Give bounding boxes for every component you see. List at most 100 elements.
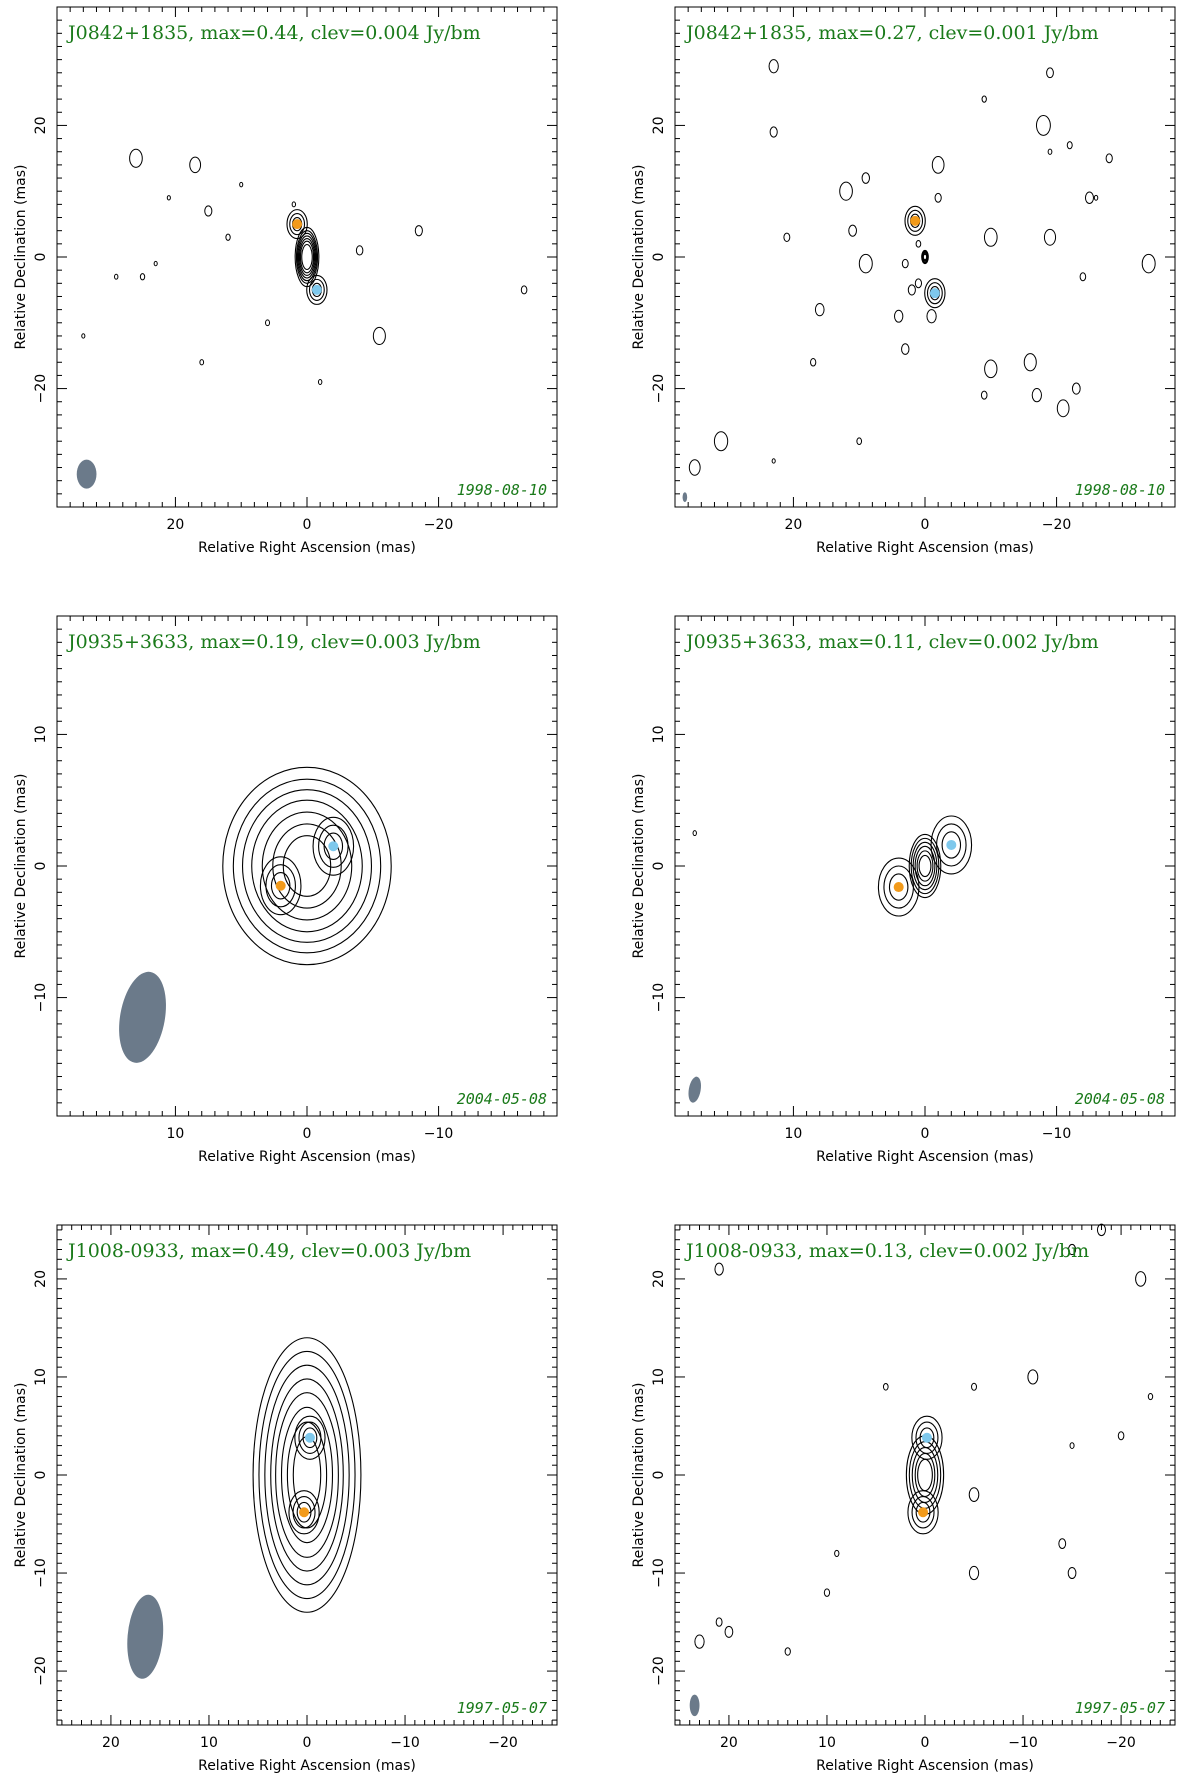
- component-contour: [915, 1501, 931, 1523]
- x-tick-label: −10: [390, 1735, 420, 1751]
- y-tick-label: 20: [33, 1270, 49, 1288]
- noise-contour: [1047, 148, 1053, 155]
- contour-level: [297, 235, 317, 279]
- component-contour: [915, 1421, 939, 1454]
- x-tick-label: 10: [785, 1126, 803, 1142]
- panel-5: 20 10 0 −10 −20 −20 −10 0 10 20 Relative Right Asc…: [13, 1224, 558, 1774]
- component-marker: [304, 1432, 315, 1443]
- panel-title: J1008-0933, max=0.49, clev=0.003 Jy/bm: [66, 1240, 471, 1262]
- noise-contour: [1031, 388, 1042, 403]
- contour-level: [916, 850, 934, 882]
- noise-contour: [769, 126, 778, 138]
- contour-level: [252, 1337, 362, 1613]
- contour-level: [908, 1441, 942, 1509]
- contour-level: [261, 811, 353, 921]
- panel-6: 20 10 0 −10 −20 −20 −10 0 10 20 Relative Right Asc…: [631, 1223, 1176, 1774]
- y-tick-label: −20: [651, 374, 667, 404]
- noise-contour: [1069, 1442, 1075, 1449]
- x-tick-label: 10: [167, 1126, 185, 1142]
- component-contour: [911, 1415, 943, 1460]
- noise-contour: [265, 319, 271, 327]
- noise-contour: [858, 253, 873, 274]
- y-tick-label: −10: [651, 983, 667, 1013]
- component-contour: [907, 1490, 939, 1535]
- noise-contour: [1058, 1538, 1067, 1549]
- x-tick-label: 10: [818, 1735, 836, 1751]
- component-contour: [323, 832, 344, 860]
- y-tick-label: −10: [651, 1558, 667, 1588]
- observation-date: 1998-08-10: [1075, 481, 1165, 499]
- noise-contour: [291, 201, 297, 208]
- contour-level: [301, 243, 313, 271]
- component-contour: [924, 278, 946, 309]
- beam-ellipse: [119, 971, 166, 1063]
- noise-contour: [694, 1634, 705, 1649]
- noise-contour: [1043, 228, 1057, 246]
- noise-contour: [823, 1588, 831, 1597]
- component-contour: [919, 1427, 935, 1449]
- component-contour: [888, 873, 909, 901]
- y-tick-label: −10: [33, 1558, 49, 1588]
- component-contour: [289, 213, 306, 236]
- component-contour: [907, 209, 924, 232]
- noise-contour: [907, 284, 916, 296]
- noise-contour: [129, 148, 143, 168]
- component-marker: [292, 219, 303, 230]
- contour-level: [264, 1364, 350, 1586]
- component-marker: [299, 1507, 310, 1518]
- component-contour: [941, 831, 962, 859]
- noise-contour: [1071, 382, 1081, 395]
- y-tick-label: −10: [33, 983, 49, 1013]
- beam-ellipse: [682, 492, 688, 503]
- y-tick-label: 20: [33, 117, 49, 135]
- noise-contour: [414, 225, 423, 237]
- noise-contour: [1068, 1243, 1077, 1256]
- beam-ellipse: [689, 1694, 700, 1717]
- noise-contour: [372, 326, 386, 346]
- noise-contour: [839, 181, 853, 201]
- x-tick-label: 0: [921, 1126, 930, 1142]
- noise-contour: [1066, 141, 1073, 150]
- component-marker: [946, 839, 957, 850]
- x-tick-label: 0: [921, 1735, 930, 1751]
- component-contour: [292, 1496, 316, 1529]
- component-contour: [904, 205, 926, 236]
- y-axis-title: Relative Declination (mas): [13, 165, 29, 350]
- component-contour: [883, 865, 914, 909]
- noise-contour: [1056, 399, 1070, 418]
- noise-contour: [968, 1487, 980, 1502]
- noise-contour: [971, 1382, 977, 1391]
- noise-contour: [882, 1382, 889, 1391]
- contour-level: [917, 1458, 933, 1492]
- beam-ellipse: [76, 459, 97, 489]
- noise-contour: [1096, 1223, 1106, 1237]
- contour-level: [258, 1350, 356, 1600]
- observation-date: 1998-08-10: [457, 481, 547, 499]
- plot-frame: [674, 615, 1176, 1117]
- observation-date: 2004-05-08: [457, 1090, 547, 1108]
- x-tick-label: −20: [424, 517, 454, 533]
- panel-title: J0935+3633, max=0.19, clev=0.003 Jy/bm: [66, 631, 481, 653]
- y-axis-title: Relative Declination (mas): [631, 165, 647, 350]
- noise-contour: [1027, 1369, 1039, 1385]
- component-contour: [294, 1415, 326, 1460]
- noise-contour: [1141, 253, 1156, 274]
- noise-contour: [814, 302, 825, 317]
- noise-contour: [199, 359, 205, 366]
- noise-contour: [861, 172, 870, 184]
- noise-contour: [1135, 1271, 1147, 1287]
- y-tick-label: 10: [651, 1368, 667, 1386]
- noise-contour: [848, 224, 857, 237]
- component-contour: [306, 274, 328, 305]
- contour-level: [910, 837, 940, 895]
- contour-level: [280, 1406, 334, 1544]
- panel-3: 10 0 −10 −10 0 10 Relative Right Ascension (ma…: [13, 615, 558, 1165]
- noise-contour: [692, 830, 697, 837]
- contour-level: [272, 823, 342, 909]
- noise-contour: [901, 258, 909, 269]
- noise-contour: [114, 273, 119, 280]
- component-contour: [877, 857, 920, 917]
- component-contour: [259, 856, 302, 916]
- x-tick-label: −10: [1008, 1735, 1038, 1751]
